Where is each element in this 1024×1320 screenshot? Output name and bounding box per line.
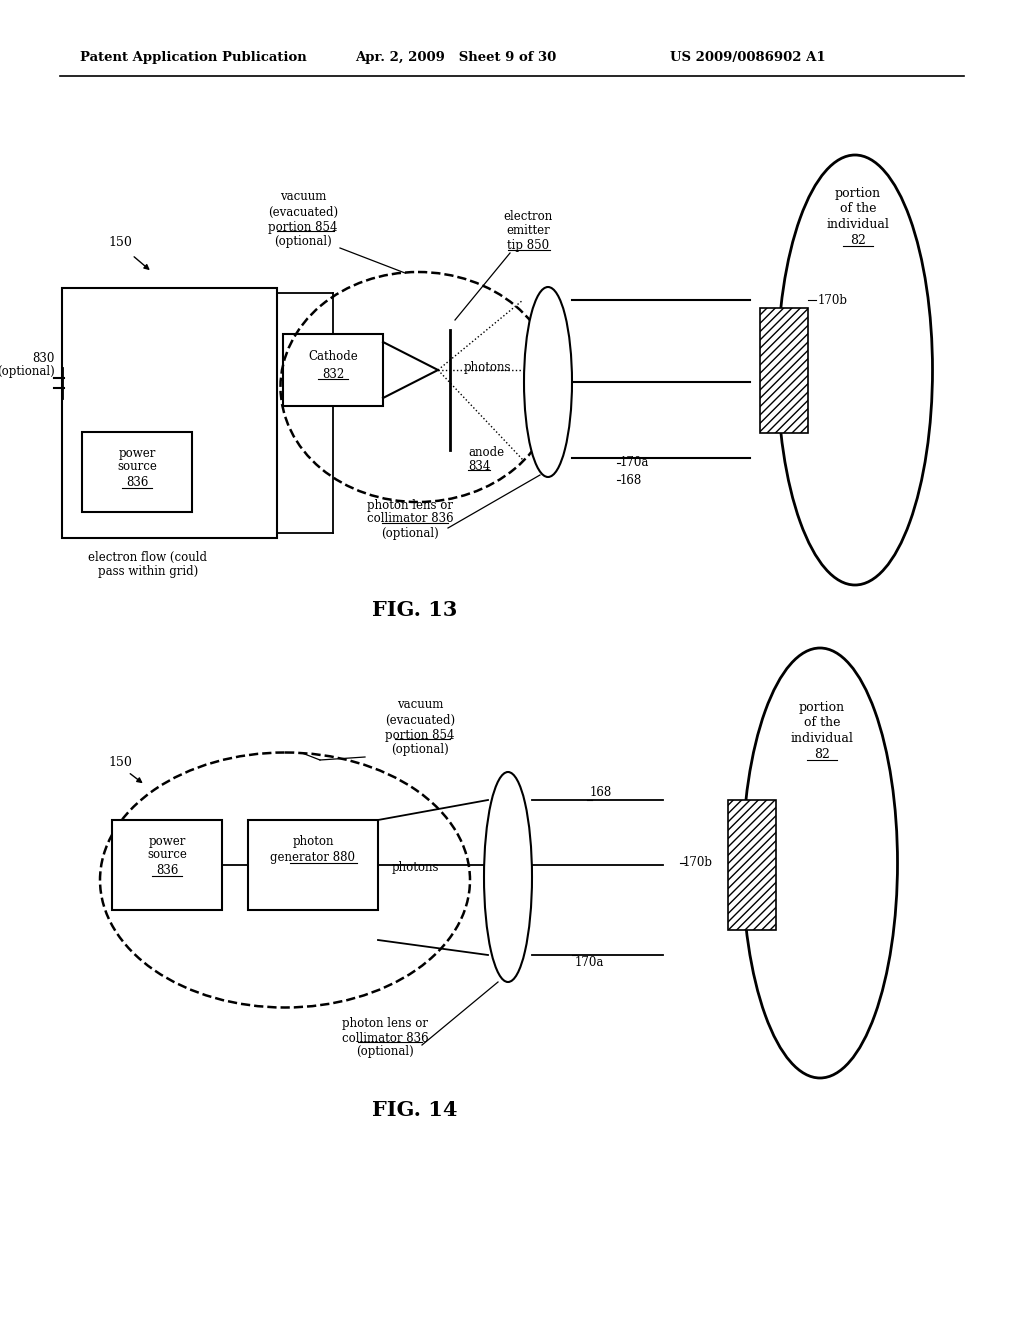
Bar — [283, 334, 383, 407]
Text: (optional): (optional) — [391, 743, 449, 756]
Text: 150: 150 — [108, 236, 132, 249]
Text: portion 854: portion 854 — [268, 220, 338, 234]
Text: individual: individual — [791, 733, 853, 746]
Text: Patent Application Publication: Patent Application Publication — [80, 51, 307, 65]
Ellipse shape — [777, 154, 933, 585]
Text: 170a: 170a — [575, 957, 604, 969]
Text: generator 880: generator 880 — [270, 851, 355, 865]
Text: 836: 836 — [126, 477, 148, 490]
Text: source: source — [147, 849, 187, 862]
Text: 170a: 170a — [620, 457, 649, 470]
Text: (optional): (optional) — [381, 527, 439, 540]
Text: power: power — [148, 834, 185, 847]
Ellipse shape — [484, 772, 532, 982]
Text: power: power — [119, 446, 156, 459]
Ellipse shape — [524, 286, 572, 477]
Text: photon lens or: photon lens or — [342, 1016, 428, 1030]
Bar — [760, 308, 808, 433]
Text: anode: anode — [468, 446, 504, 458]
Text: electron flow (could: electron flow (could — [88, 550, 208, 564]
Text: US 2009/0086902 A1: US 2009/0086902 A1 — [670, 51, 825, 65]
Text: photons: photons — [463, 362, 511, 375]
Text: 82: 82 — [850, 235, 866, 248]
Text: FIG. 14: FIG. 14 — [373, 1100, 458, 1119]
Text: 830: 830 — [33, 351, 55, 364]
Text: collimator 836: collimator 836 — [367, 512, 454, 525]
Text: vacuum: vacuum — [280, 190, 327, 203]
Text: 836: 836 — [156, 865, 178, 878]
Text: 170b: 170b — [818, 293, 848, 306]
Bar — [248, 820, 378, 909]
Text: (optional): (optional) — [356, 1045, 414, 1059]
Text: collimator 836: collimator 836 — [342, 1031, 428, 1044]
Text: (optional): (optional) — [274, 235, 332, 248]
Text: 170b: 170b — [683, 857, 713, 870]
Text: photon lens or: photon lens or — [367, 499, 453, 511]
Text: electron: electron — [504, 210, 553, 223]
Text: vacuum: vacuum — [397, 698, 443, 711]
Text: 150: 150 — [108, 756, 132, 770]
Bar — [82, 432, 193, 512]
Text: photons: photons — [392, 862, 439, 874]
Bar — [62, 288, 278, 539]
Text: (evacuated): (evacuated) — [385, 714, 455, 726]
Text: portion: portion — [799, 701, 845, 714]
Text: 82: 82 — [814, 748, 829, 762]
Text: photon: photon — [292, 834, 334, 847]
Text: of the: of the — [804, 717, 841, 730]
Text: 168: 168 — [590, 787, 612, 800]
Bar — [728, 800, 776, 931]
Text: (optional): (optional) — [0, 366, 55, 379]
Text: of the: of the — [840, 202, 877, 215]
Ellipse shape — [742, 648, 897, 1078]
Text: 832: 832 — [322, 367, 344, 380]
Text: emitter: emitter — [506, 224, 550, 238]
Text: Cathode: Cathode — [308, 350, 357, 363]
Text: 168: 168 — [620, 474, 642, 487]
Bar — [112, 820, 222, 909]
Text: (evacuated): (evacuated) — [268, 206, 338, 219]
Text: 834: 834 — [468, 459, 490, 473]
Text: portion 854: portion 854 — [385, 729, 455, 742]
Text: tip 850: tip 850 — [507, 239, 549, 252]
Text: Apr. 2, 2009   Sheet 9 of 30: Apr. 2, 2009 Sheet 9 of 30 — [355, 51, 556, 65]
Text: portion: portion — [835, 186, 881, 199]
Text: individual: individual — [826, 219, 890, 231]
Text: pass within grid): pass within grid) — [98, 565, 198, 578]
Text: FIG. 13: FIG. 13 — [373, 601, 458, 620]
Text: source: source — [117, 461, 157, 474]
